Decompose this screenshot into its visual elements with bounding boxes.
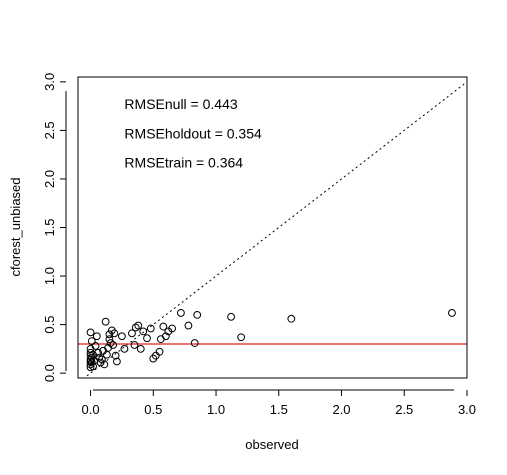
data-point — [101, 317, 110, 326]
y-axis: 0.0 0.5 1.0 1.5 2.0 2.5 3.0 — [42, 73, 67, 382]
data-points — [86, 309, 456, 372]
x-tick-label: 2.0 — [332, 402, 350, 417]
data-point — [105, 330, 114, 339]
data-point — [130, 341, 139, 349]
data-point — [110, 329, 119, 338]
data-point — [102, 350, 111, 359]
data-point — [106, 339, 115, 347]
data-point — [86, 357, 95, 366]
data-point — [86, 363, 95, 372]
data-point — [87, 337, 96, 346]
x-tick-label: 3.0 — [458, 402, 476, 417]
y-tick-label: 0.5 — [42, 316, 57, 334]
data-point — [287, 314, 296, 323]
x-tick-label: 0.0 — [82, 402, 100, 417]
data-point — [168, 324, 177, 333]
data-point — [184, 321, 193, 330]
y-axis-label: cforest_unbiased — [8, 177, 23, 276]
rmse-annotation: RMSEholdout = 0.354 — [124, 125, 262, 141]
data-point — [159, 322, 168, 331]
y-tick-label: 0.0 — [42, 364, 57, 382]
x-tick-label: 2.5 — [395, 402, 413, 417]
data-point — [139, 327, 148, 336]
data-point — [176, 309, 185, 317]
data-point — [86, 328, 95, 337]
data-point — [95, 353, 104, 362]
data-point — [128, 329, 136, 338]
y-tick-label: 2.0 — [42, 170, 57, 188]
plot-box — [77, 76, 468, 379]
data-point — [134, 321, 143, 330]
data-point — [97, 355, 106, 364]
data-point — [100, 360, 109, 369]
data-point — [237, 333, 246, 342]
data-point — [131, 323, 140, 332]
data-point — [111, 351, 120, 360]
x-axis-label: observed — [245, 437, 298, 452]
data-point — [227, 312, 235, 321]
data-point — [113, 357, 121, 366]
data-point — [448, 309, 456, 317]
data-point — [109, 341, 118, 349]
data-point — [91, 342, 100, 350]
rmse-annotation: RMSEnull = 0.443 — [124, 96, 237, 112]
x-tick-label: 0.5 — [144, 402, 162, 417]
rmse-annotation: RMSEtrain = 0.364 — [124, 154, 243, 170]
y-tick-label: 1.5 — [42, 218, 57, 236]
data-point — [87, 358, 96, 367]
data-point — [89, 350, 97, 359]
data-point — [136, 344, 145, 353]
x-tick-label: 1.0 — [207, 402, 225, 417]
annotations: RMSEnull = 0.443 RMSEholdout = 0.354 RMSEt… — [124, 96, 262, 170]
data-point — [94, 348, 102, 357]
data-point — [156, 335, 165, 344]
data-point — [161, 332, 170, 341]
data-point — [190, 339, 199, 347]
data-point — [120, 344, 129, 353]
data-point — [143, 334, 151, 343]
data-point — [146, 324, 155, 333]
y-tick-label: 3.0 — [42, 73, 57, 91]
data-point — [155, 347, 164, 356]
data-point — [193, 310, 202, 319]
data-point — [105, 335, 114, 344]
y-tick-label: 2.5 — [42, 121, 57, 139]
y-tick-label: 1.0 — [42, 267, 57, 285]
data-point — [118, 332, 126, 341]
data-point — [92, 332, 101, 341]
x-tick-label: 1.5 — [270, 402, 288, 417]
x-axis: 0.0 0.5 1.0 1.5 2.0 2.5 3.0 — [82, 389, 476, 417]
